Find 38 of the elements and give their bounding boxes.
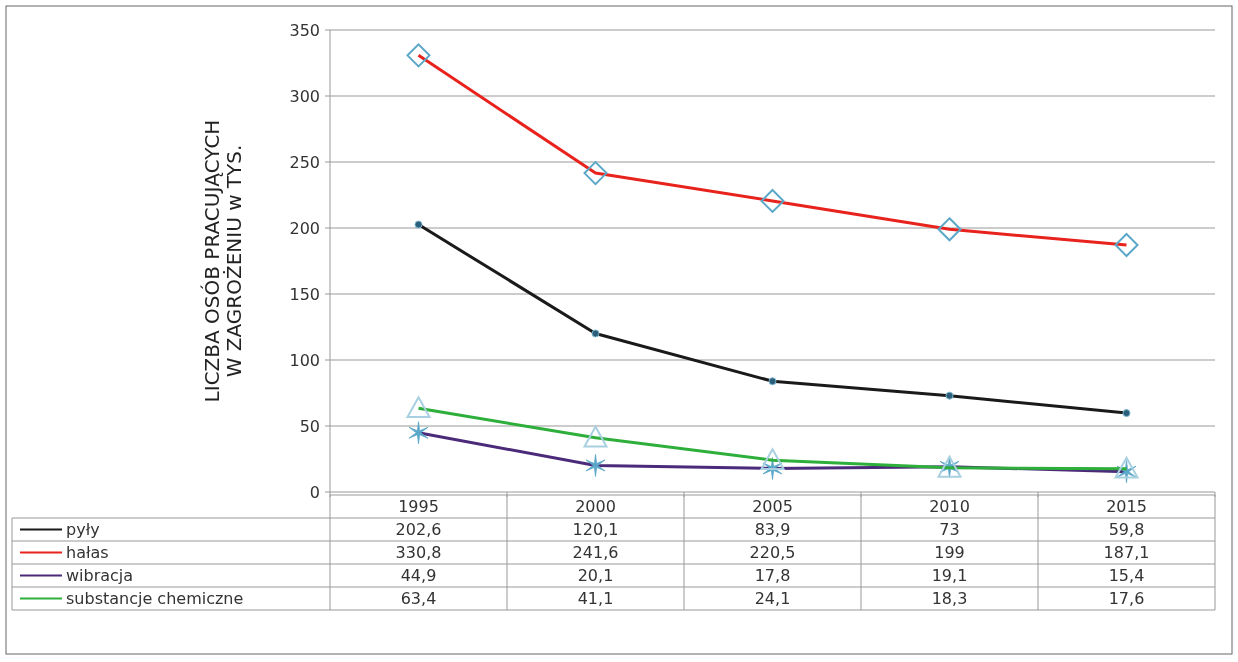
- y-tick-label: 50: [299, 416, 320, 436]
- data-label: 19,1: [931, 566, 968, 586]
- data-label: 41,1: [577, 589, 614, 609]
- y-tick-label: 300: [289, 86, 320, 106]
- x-tick-label: 2005: [752, 497, 793, 517]
- y-axis-title: LICZBA OSÓB PRACUJĄCYCH W ZAGROŻENIU w TYS.: [200, 119, 246, 403]
- y-tick-label: 200: [289, 218, 320, 238]
- data-label: 20,1: [577, 566, 614, 586]
- data-label: 199: [934, 543, 965, 563]
- data-label: 220,5: [749, 543, 796, 563]
- data-label: 187,1: [1103, 543, 1150, 563]
- y-tick-label: 100: [289, 350, 320, 370]
- data-label: 202,6: [395, 520, 442, 540]
- legend-label: hałas: [66, 543, 109, 563]
- data-label: 17,8: [754, 566, 791, 586]
- data-label: 24,1: [754, 589, 791, 609]
- data-label: 120,1: [572, 520, 619, 540]
- legend-label: substancje chemiczne: [66, 589, 244, 609]
- legend-label: wibracja: [66, 566, 134, 586]
- data-label: 73: [939, 520, 960, 540]
- x-tick-label: 2015: [1106, 497, 1147, 517]
- data-label: 15,4: [1108, 566, 1145, 586]
- data-label: 59,8: [1108, 520, 1145, 540]
- data-label: 17,6: [1108, 589, 1145, 609]
- data-label: 63,4: [400, 589, 437, 609]
- y-tick-label: 150: [289, 284, 320, 304]
- y-tick-label: 250: [289, 152, 320, 172]
- x-tick-label: 1995: [398, 497, 439, 517]
- data-label: 44,9: [400, 566, 437, 586]
- data-label: 83,9: [754, 520, 791, 540]
- x-tick-label: 2010: [929, 497, 970, 517]
- y-tick-label: 0: [309, 482, 320, 502]
- data-label: 18,3: [931, 589, 968, 609]
- legend-label: pyły: [66, 520, 100, 540]
- data-label: 241,6: [572, 543, 619, 563]
- y-tick-label: 350: [289, 20, 320, 40]
- data-label: 330,8: [395, 543, 442, 563]
- x-tick-label: 2000: [575, 497, 616, 517]
